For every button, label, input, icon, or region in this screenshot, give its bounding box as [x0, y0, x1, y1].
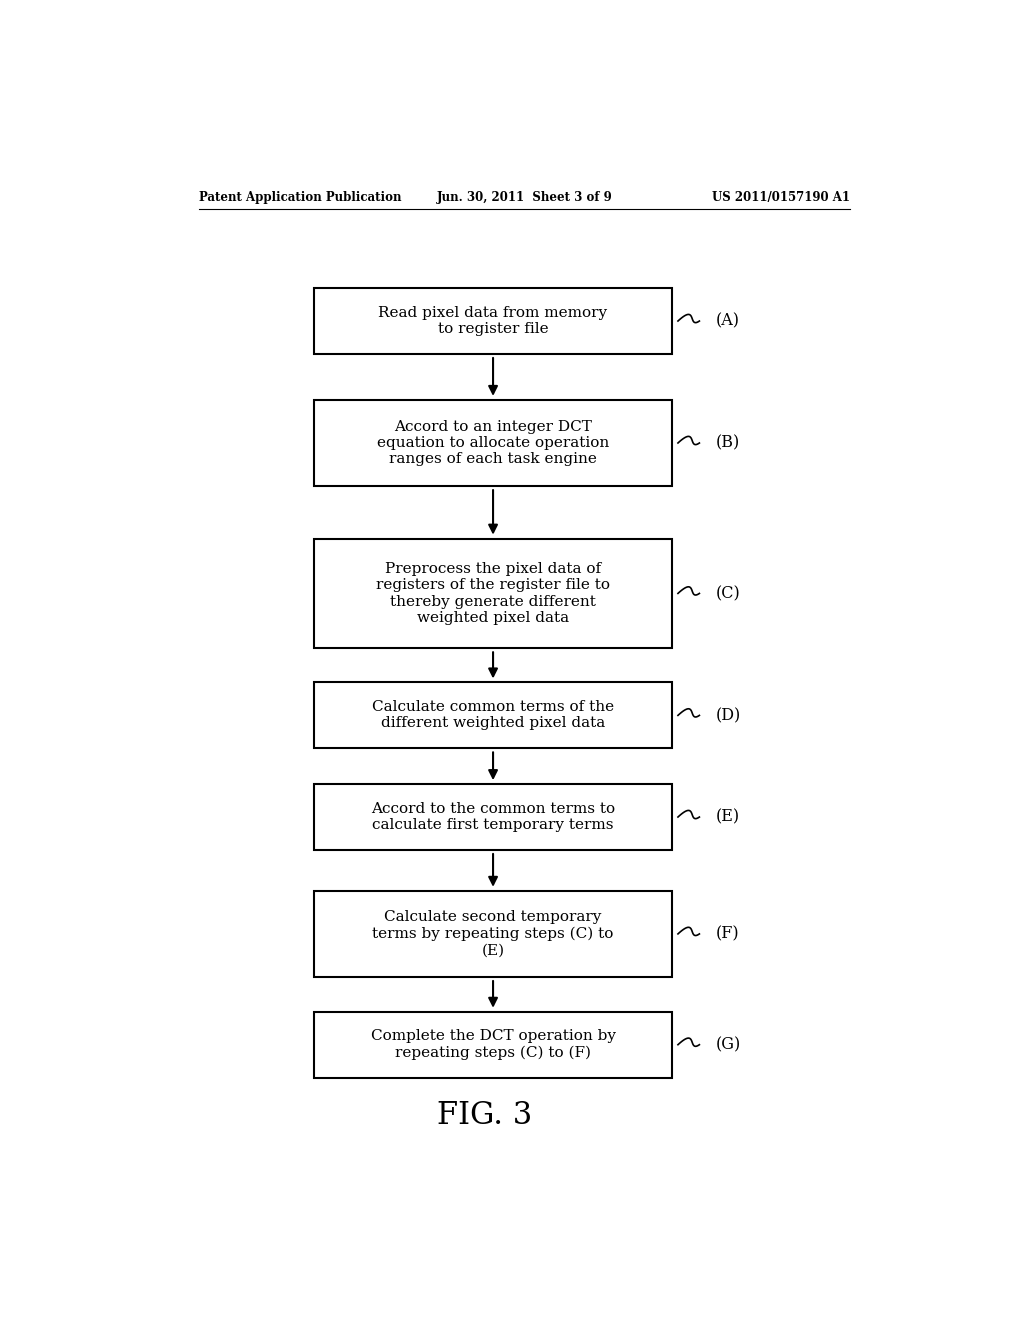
Bar — [314, 1011, 672, 1077]
Text: (G): (G) — [715, 1036, 740, 1053]
Bar — [314, 682, 672, 748]
Bar — [314, 400, 672, 486]
Text: (A): (A) — [715, 313, 739, 330]
Text: Patent Application Publication: Patent Application Publication — [200, 190, 402, 203]
Text: Preprocess the pixel data of
registers of the register file to
thereby generate : Preprocess the pixel data of registers o… — [376, 562, 610, 624]
Text: FIG. 3: FIG. 3 — [437, 1101, 532, 1131]
Text: (C): (C) — [715, 585, 740, 602]
Bar — [314, 891, 672, 977]
Text: (F): (F) — [715, 925, 739, 942]
Text: (E): (E) — [715, 809, 739, 825]
Text: Jun. 30, 2011  Sheet 3 of 9: Jun. 30, 2011 Sheet 3 of 9 — [437, 190, 612, 203]
Text: Accord to the common terms to
calculate first temporary terms: Accord to the common terms to calculate … — [371, 803, 615, 832]
Text: Accord to an integer DCT
equation to allocate operation
ranges of each task engi: Accord to an integer DCT equation to all… — [377, 420, 609, 466]
Text: (B): (B) — [715, 434, 739, 451]
Text: (D): (D) — [715, 708, 740, 723]
Bar — [314, 784, 672, 850]
Text: Calculate second temporary
terms by repeating steps (C) to
(E): Calculate second temporary terms by repe… — [373, 911, 613, 957]
Text: Read pixel data from memory
to register file: Read pixel data from memory to register … — [379, 306, 607, 337]
Text: US 2011/0157190 A1: US 2011/0157190 A1 — [712, 190, 850, 203]
Bar — [314, 288, 672, 354]
Bar — [314, 539, 672, 648]
Text: Complete the DCT operation by
repeating steps (C) to (F): Complete the DCT operation by repeating … — [371, 1030, 615, 1060]
Text: Calculate common terms of the
different weighted pixel data: Calculate common terms of the different … — [372, 701, 614, 730]
